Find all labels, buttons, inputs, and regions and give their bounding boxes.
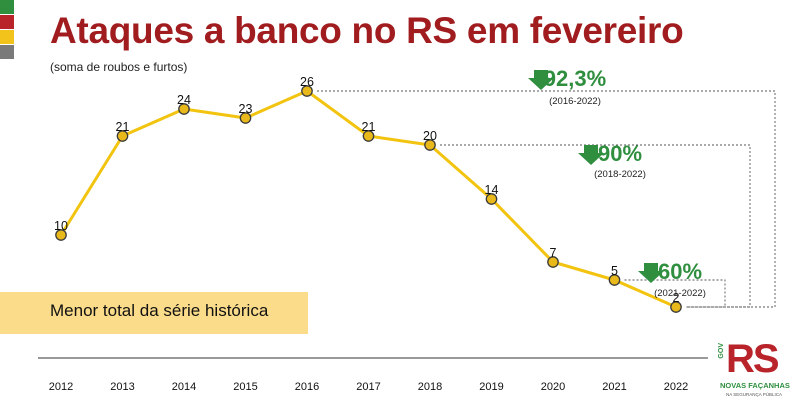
- data-label-2012: 10: [54, 219, 68, 233]
- reduction-period-2: (2018-2022): [594, 169, 646, 180]
- reduction-period-1: (2016-2022): [549, 96, 601, 107]
- data-label-2015: 23: [239, 102, 253, 116]
- data-label-2019: 14: [485, 183, 499, 197]
- data-point-2018: [424, 139, 436, 151]
- data-point-2012: [55, 229, 67, 241]
- chart-subtitle: (soma de roubos e furtos): [50, 60, 188, 74]
- data-label-2016: 26: [300, 75, 314, 89]
- data-point-2021: [608, 274, 621, 286]
- data-point-2015: [239, 112, 252, 124]
- logo-subslogan: NA SEGURANÇA PÚBLICA: [726, 392, 783, 397]
- x-tick-2019: 2019: [479, 381, 503, 393]
- data-point-2019: [485, 193, 498, 205]
- x-tick-2013: 2013: [110, 381, 134, 393]
- data-point-2017: [362, 130, 375, 142]
- bracket-line-2: [440, 144, 751, 308]
- chart-title: Ataques a banco no RS em fevereiro: [50, 10, 684, 51]
- data-label-2021: 5: [611, 264, 618, 278]
- arrow-down-icon: [638, 263, 664, 283]
- data-label-2014: 24: [177, 93, 191, 107]
- arrow-down-icon: [528, 70, 554, 90]
- reduction-value-3: 60%: [658, 259, 702, 284]
- x-tick-2012: 2012: [49, 381, 73, 393]
- x-tick-2018: 2018: [418, 381, 442, 393]
- highlight-banner-text: Menor total da série histórica: [50, 301, 269, 320]
- flag-stripe-green: [0, 0, 14, 14]
- data-point-2020: [547, 256, 559, 268]
- data-label-2017: 21: [362, 120, 376, 134]
- x-tick-2017: 2017: [356, 381, 380, 393]
- logo-slogan: NOVAS FAÇANHAS: [720, 381, 790, 390]
- bracket-line-3: [624, 279, 726, 308]
- logo-rs-text: RS: [726, 337, 780, 381]
- data-label-2020: 7: [550, 246, 557, 260]
- x-tick-2015: 2015: [233, 381, 257, 393]
- logo-rs-mark: RS: [726, 337, 780, 381]
- x-tick-2022: 2022: [664, 381, 688, 393]
- data-point-2016: [301, 85, 313, 97]
- flag-stripe-gray: [0, 45, 14, 59]
- data-point-2013: [116, 130, 129, 142]
- reduction-value-2: 90%: [598, 141, 642, 166]
- x-tick-2021: 2021: [602, 381, 626, 393]
- data-label-2018: 20: [423, 129, 437, 143]
- arrow-down-icon: [578, 145, 604, 165]
- data-point-2014: [178, 103, 190, 115]
- logo-gov-text: GOV: [718, 343, 725, 359]
- reduction-value-1: 92,3%: [544, 66, 606, 91]
- flag-stripe-red: [0, 15, 14, 29]
- x-tick-2014: 2014: [172, 381, 196, 393]
- data-label-2022: 2: [673, 291, 680, 305]
- bracket-line-1: [317, 90, 776, 308]
- flag-stripe-yellow: [0, 30, 14, 44]
- rs-gov-logo: GOV RS NOVAS FAÇANHAS NA SEGURANÇA PÚBLI…: [718, 337, 794, 407]
- x-tick-2020: 2020: [541, 381, 565, 393]
- data-point-2022: [670, 301, 682, 313]
- data-label-2013: 21: [116, 120, 130, 134]
- x-tick-2016: 2016: [295, 381, 319, 393]
- highlight-banner: [0, 292, 308, 334]
- reduction-period-3: (2021-2022): [654, 288, 706, 299]
